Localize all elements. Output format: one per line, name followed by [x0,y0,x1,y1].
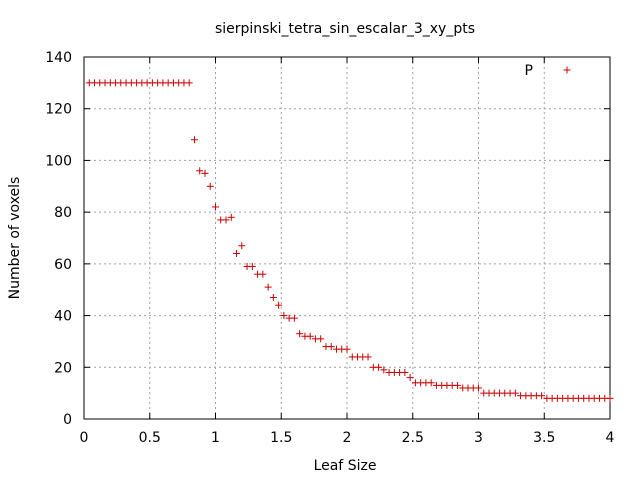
data-point [427,379,435,387]
grid [84,57,610,419]
data-point [511,389,519,397]
data-point [238,242,246,250]
legend-label: P [525,63,533,79]
legend-marker [563,66,571,74]
x-tick-label: 0.5 [139,430,161,446]
data-point [264,283,272,291]
data-point [280,312,288,320]
data-point [269,293,277,301]
x-tick-label: 3.5 [533,430,555,446]
x-tick-label: 2 [343,430,352,446]
x-tick-label: 2.5 [402,430,424,446]
y-axis: 0 20 40 60 80 100 120 140 [45,50,610,428]
x-tick-label: 0 [80,430,89,446]
x-tick-label: 3 [474,430,483,446]
y-tick-label: 120 [45,102,72,118]
data-point [327,343,335,351]
data-point [453,381,461,389]
data-point [185,79,193,87]
data-point [233,250,241,258]
x-tick-label: 1 [211,430,220,446]
y-tick-label: 20 [54,360,72,376]
data-point [343,345,351,353]
data-point [222,216,230,224]
series-p [85,79,614,402]
y-tick-label: 40 [54,309,72,325]
x-tick-label: 4 [606,430,615,446]
data-point [406,374,414,382]
x-tick-label: 1.5 [270,430,292,446]
data-point [190,136,198,144]
data-point [380,366,388,374]
y-tick-label: 0 [63,412,72,428]
data-point [201,169,209,177]
data-point [475,384,482,392]
y-tick-label: 140 [45,50,72,66]
chart-title: sierpinski_tetra_sin_escalar_3_xy_pts [215,21,475,37]
data-point [290,314,298,322]
data-point [196,167,204,175]
y-axis-label: Number of voxels [7,177,23,300]
data-point [538,392,546,400]
data-point [275,301,283,309]
legend-marker-plus [563,66,571,74]
data-point [317,335,325,343]
x-axis-label: Leaf Size [314,458,377,474]
data-point [306,332,314,340]
data-point [606,394,614,402]
data-point [364,353,372,361]
legend: P [525,63,571,79]
data-point [227,213,235,221]
data-point [401,368,409,376]
data-point [248,262,256,270]
data-point [296,330,304,338]
y-tick-label: 100 [45,153,72,169]
data-point [259,270,267,278]
x-axis: 0 0.5 1 1.5 2 2.5 3 3.5 4 [80,57,615,446]
y-tick-label: 80 [54,205,72,221]
data-point [375,363,383,371]
data-point [206,182,214,190]
y-tick-label: 60 [54,257,72,273]
data-point [212,203,219,211]
